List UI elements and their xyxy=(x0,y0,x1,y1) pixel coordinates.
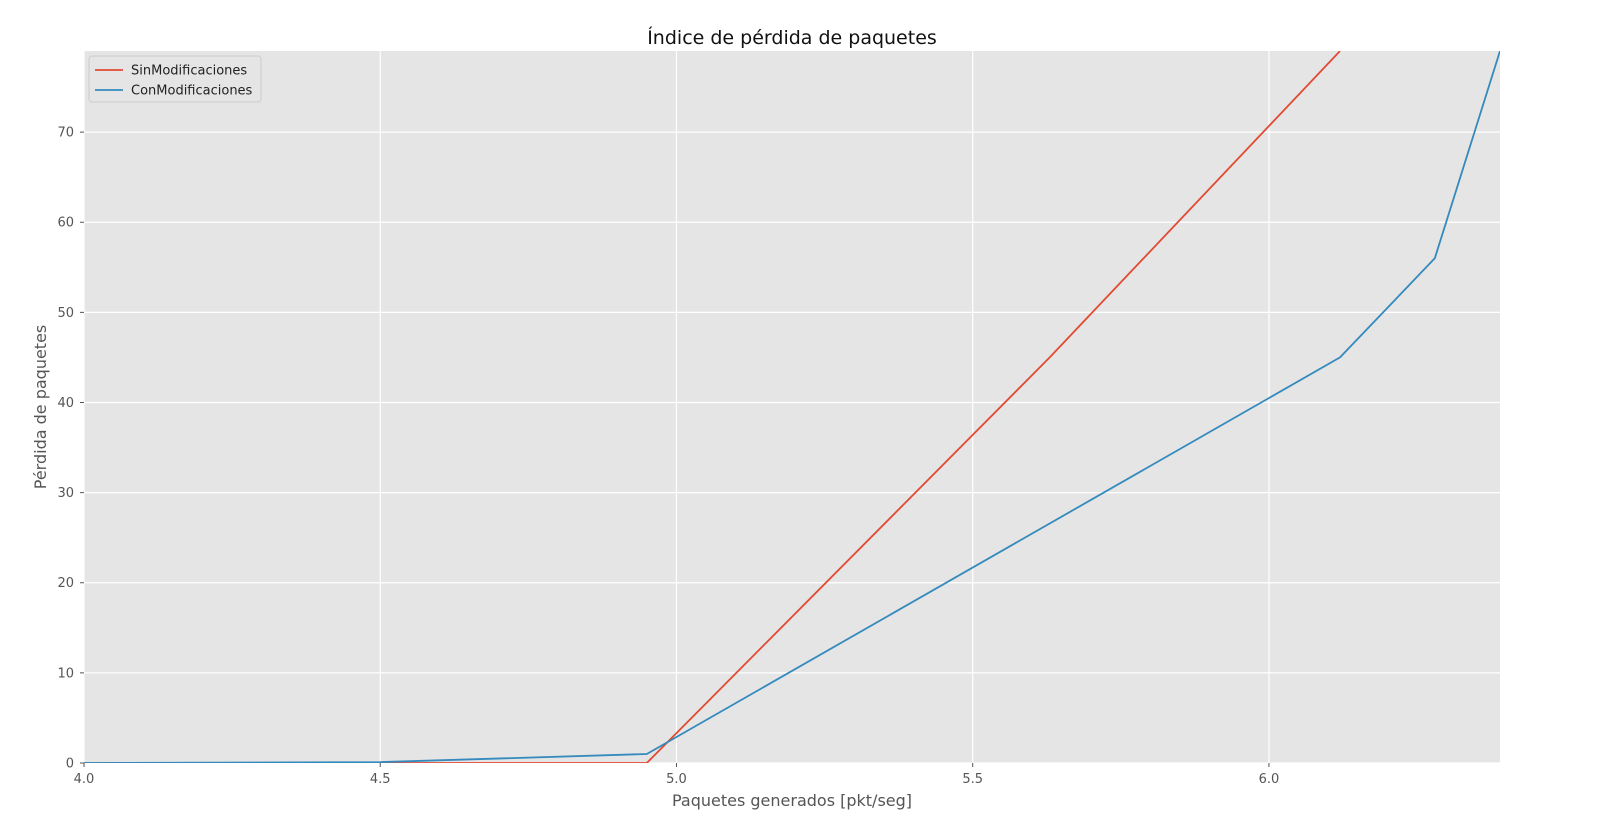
series-layer xyxy=(84,51,1500,763)
plot-area xyxy=(84,51,1500,763)
series-line-sin-modificaciones xyxy=(84,51,1341,763)
y-tick-label: 0 xyxy=(66,757,74,772)
legend: SinModificaciones ConModificaciones xyxy=(88,55,262,103)
y-tick-label: 40 xyxy=(57,396,74,411)
legend-label-sin-modificaciones: SinModificaciones xyxy=(131,64,247,79)
y-tick-label: 30 xyxy=(57,486,74,501)
tick-layer: 4.0 4.5 5.0 5.5 6.0 0 10 20 30 40 50 60 70 xyxy=(57,126,1279,787)
series-line-con-modificaciones xyxy=(84,51,1500,763)
y-tick-label: 50 xyxy=(57,306,74,321)
x-tick-label: 5.0 xyxy=(666,772,687,787)
y-tick-label: 70 xyxy=(57,126,74,141)
x-tick-label: 4.0 xyxy=(74,772,95,787)
y-tick-label: 20 xyxy=(57,576,74,591)
x-axis-label: Paquetes generados [pkt/seg] xyxy=(672,791,912,810)
x-tick-label: 4.5 xyxy=(370,772,391,787)
x-tick-label: 6.0 xyxy=(1259,772,1280,787)
legend-label-con-modificaciones: ConModificaciones xyxy=(131,84,253,99)
y-axis-label: Pérdida de paquetes xyxy=(31,325,50,490)
legend-box xyxy=(88,55,262,103)
chart-title: Índice de pérdida de paquetes xyxy=(647,26,937,49)
y-tick-label: 60 xyxy=(57,216,74,231)
x-tick-label: 5.5 xyxy=(962,772,983,787)
y-tick-label: 10 xyxy=(57,666,74,681)
